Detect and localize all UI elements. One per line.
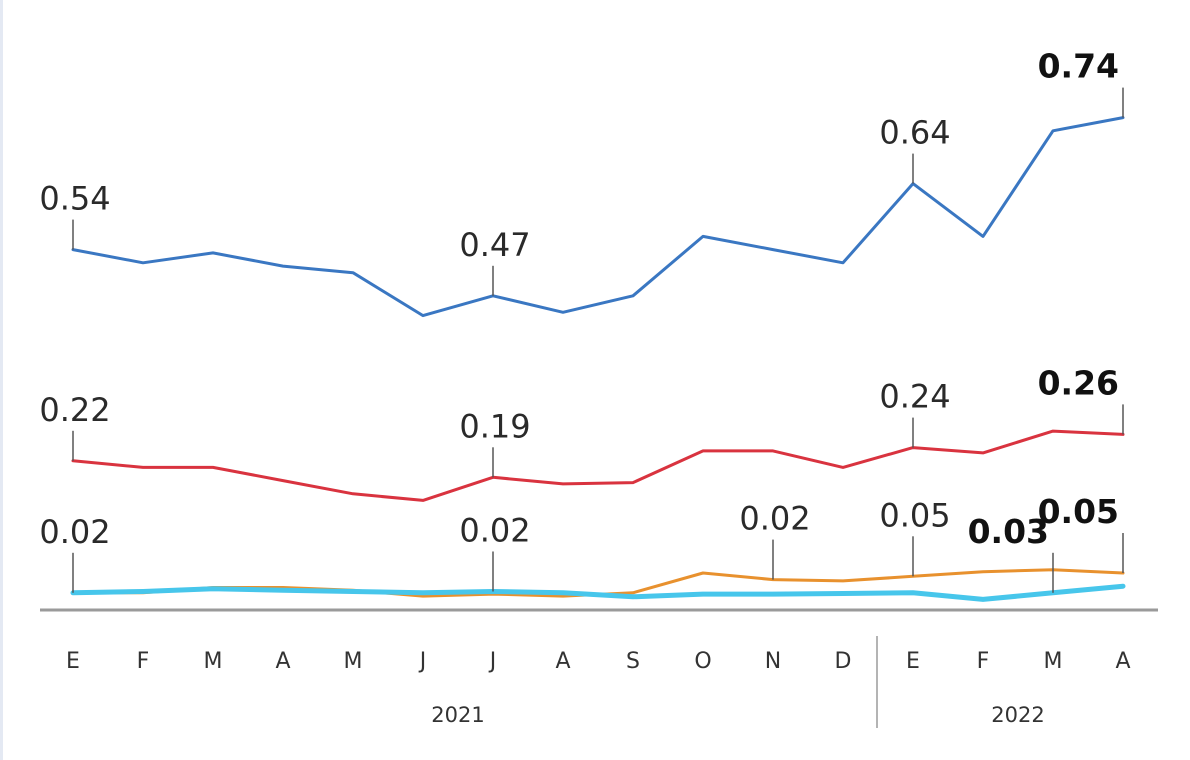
year-label: 2021 bbox=[431, 703, 484, 727]
x-tick-label: A bbox=[275, 649, 290, 674]
data-label: 0.26 bbox=[1038, 363, 1119, 402]
data-label: 0.74 bbox=[1038, 47, 1119, 86]
data-label: 0.05 bbox=[879, 496, 950, 534]
data-label: 0.03 bbox=[968, 512, 1049, 551]
x-tick-label: J bbox=[488, 649, 497, 674]
data-label: 0.02 bbox=[459, 511, 530, 549]
x-tick-label: A bbox=[1115, 649, 1130, 674]
x-tick-label: D bbox=[835, 649, 852, 674]
left-border bbox=[0, 0, 3, 760]
data-label: 0.19 bbox=[459, 407, 530, 445]
x-tick-label: M bbox=[344, 649, 363, 674]
data-label: 0.02 bbox=[39, 513, 110, 551]
x-tick-label: M bbox=[1044, 649, 1063, 674]
data-label: 0.54 bbox=[39, 180, 110, 218]
x-tick-label: O bbox=[694, 649, 711, 674]
x-tick-label: F bbox=[137, 649, 150, 674]
data-label: 0.47 bbox=[459, 226, 530, 264]
x-tick-label: M bbox=[204, 649, 223, 674]
data-label: 0.64 bbox=[879, 114, 950, 152]
year-label: 2022 bbox=[991, 703, 1044, 727]
series-line-4 bbox=[70, 583, 1126, 602]
series-line-1 bbox=[71, 116, 1125, 318]
x-tick-label: E bbox=[906, 649, 920, 674]
series-line-2 bbox=[71, 429, 1125, 502]
series-line-3 bbox=[71, 568, 1125, 598]
data-label: 0.05 bbox=[1038, 492, 1119, 531]
data-label: 0.24 bbox=[879, 378, 950, 416]
x-tick-label: S bbox=[626, 649, 640, 674]
x-tick-label: A bbox=[555, 649, 570, 674]
x-tick-label: F bbox=[977, 649, 990, 674]
data-label: 0.22 bbox=[39, 391, 110, 429]
data-label: 0.02 bbox=[739, 500, 810, 538]
x-tick-label: N bbox=[765, 649, 781, 674]
x-tick-label: J bbox=[418, 649, 427, 674]
x-tick-label: E bbox=[66, 649, 80, 674]
